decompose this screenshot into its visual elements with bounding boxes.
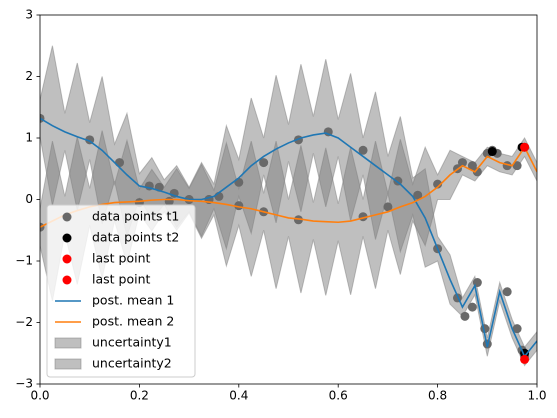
data-point xyxy=(164,196,174,206)
x-tick-label: 0.6 xyxy=(329,389,348,403)
y-tick-label: −1 xyxy=(15,254,33,268)
data-point xyxy=(383,202,393,212)
x-tick-label: 0.8 xyxy=(428,389,447,403)
x-tick-label: 0.2 xyxy=(130,389,149,403)
data-point xyxy=(512,161,522,171)
legend-box xyxy=(46,204,196,378)
mean-line xyxy=(40,145,537,228)
legend: data points t1 data points t2 last point la… xyxy=(46,204,196,378)
x-tick-label: 0.0 xyxy=(30,389,49,403)
data-point xyxy=(512,324,522,334)
legend-marker xyxy=(62,275,72,285)
x-tick-label: 1.0 xyxy=(527,389,546,403)
data-point xyxy=(467,302,477,312)
legend-label: post. mean 2 xyxy=(92,314,174,329)
legend-label: last point xyxy=(92,251,150,266)
uncertainty-band xyxy=(40,130,537,302)
data-point xyxy=(487,147,497,157)
data-point xyxy=(413,190,423,200)
data-point xyxy=(234,177,244,187)
data-point xyxy=(457,158,467,168)
legend-label: uncertainty1 xyxy=(92,335,172,350)
data-point xyxy=(460,311,470,321)
y-tick-label: −3 xyxy=(15,377,33,391)
data-point xyxy=(520,142,530,152)
legend-patch xyxy=(54,337,82,349)
y-tick-label: 0 xyxy=(25,192,33,206)
data-point xyxy=(433,179,443,189)
data-point xyxy=(358,145,368,155)
y-tick-label: −2 xyxy=(15,315,33,329)
legend-marker xyxy=(62,254,72,264)
y-tick-label: 3 xyxy=(25,8,33,22)
data-point xyxy=(293,215,303,225)
x-tick-label: 0.4 xyxy=(229,389,248,403)
legend-label: data points t2 xyxy=(92,230,179,245)
data-point xyxy=(472,167,482,177)
legend-label: last point xyxy=(92,272,150,287)
plot-area xyxy=(40,45,537,367)
y-tick-label: 1 xyxy=(25,131,33,145)
data-point xyxy=(259,158,269,168)
legend-patch xyxy=(54,358,82,370)
legend-marker xyxy=(62,233,72,243)
legend-label: post. mean 1 xyxy=(92,293,174,308)
data-point xyxy=(115,158,125,168)
legend-marker xyxy=(62,212,72,222)
legend-label: data points t1 xyxy=(92,209,179,224)
data-point xyxy=(502,287,512,297)
mean-line xyxy=(40,117,537,358)
data-point xyxy=(520,354,530,364)
data-point xyxy=(467,161,477,171)
legend-label: uncertainty2 xyxy=(92,356,172,371)
y-tick-label: 2 xyxy=(25,69,33,83)
